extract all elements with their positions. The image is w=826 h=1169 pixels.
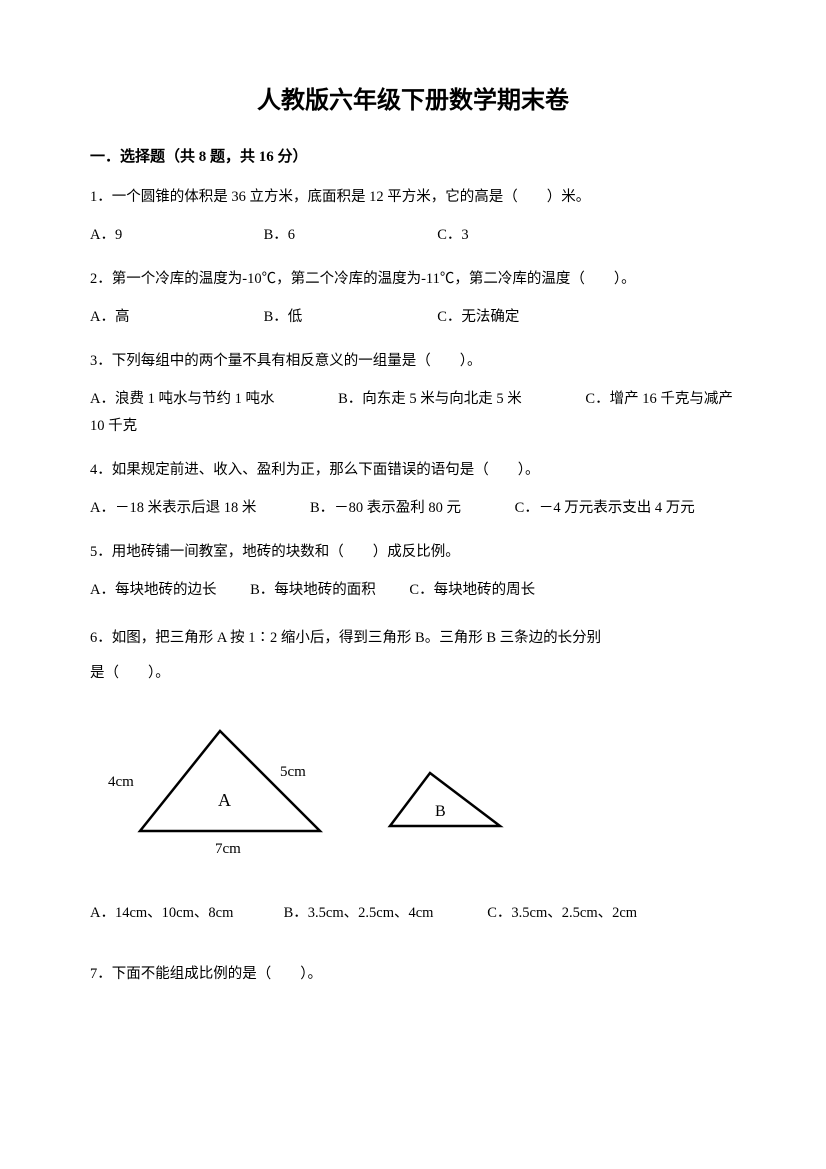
q3-text: 3．下列每组中的两个量不具有相反意义的一组量是（ ）。 [90,348,736,374]
question-2: 2．第一个冷库的温度为-10℃，第二个冷库的温度为-11℃，第二冷库的温度（ ）… [90,266,736,330]
q4-text: 4．如果规定前进、收入、盈利为正，那么下面错误的语句是（ ）。 [90,457,736,483]
q6-options: A．14cm、10cm、8cm B．3.5cm、2.5cm、4cm C．3.5c… [90,900,736,926]
triangle-b-wrap: B [380,761,510,845]
page-title: 人教版六年级下册数学期末卷 [90,80,736,115]
q3-options: A．浪费 1 吨水与节约 1 吨水 B．向东走 5 米与向北走 5 米 C．增产… [90,386,736,438]
q1-option-a: A．9 [90,222,260,248]
question-5: 5．用地砖铺一间教室，地砖的块数和（ ）成反比例。 A．每块地砖的边长 B．每块… [90,539,736,603]
question-1: 1．一个圆锥的体积是 36 立方米，底面积是 12 平方米，它的高是（ ）米。 … [90,184,736,248]
q6-option-c: C．3.5cm、2.5cm、2cm [487,900,637,926]
q2-option-b: B．低 [264,304,434,330]
triangle-a-right-label: 5cm [280,764,306,780]
q3-option-b: B．向东走 5 米与向北走 5 米 [338,391,522,407]
q7-text: 7．下面不能组成比例的是（ ）。 [90,961,736,987]
q2-option-c: C．无法确定 [437,304,519,330]
question-7: 7．下面不能组成比例的是（ ）。 [90,961,736,987]
triangle-a-svg: 4cm 5cm 7cm A [90,711,340,861]
q6-text-line2: 是（ ）。 [90,665,170,681]
q5-option-c: C．每块地砖的周长 [409,582,535,598]
q3-option-a: A．浪费 1 吨水与节约 1 吨水 [90,391,274,407]
q6-diagram: 4cm 5cm 7cm A B [90,711,736,870]
triangle-b-label: B [435,803,446,820]
q2-options: A．高 B．低 C．无法确定 [90,304,736,330]
q6-text-line1: 6．如图，把三角形 A 按 1∶2 缩小后，得到三角形 B。三角形 B 三条边的… [90,630,601,646]
q4-option-c: C．－4 万元表示支出 4 万元 [515,500,695,516]
q4-option-a: A．－18 米表示后退 18 米 [90,500,256,516]
triangle-b-svg: B [380,761,510,836]
q2-text: 2．第一个冷库的温度为-10℃，第二个冷库的温度为-11℃，第二冷库的温度（ ）… [90,266,736,292]
triangle-a-label: A [218,790,231,810]
triangle-a-shape [140,731,320,831]
q5-options: A．每块地砖的边长 B．每块地砖的面积 C．每块地砖的周长 [90,577,736,603]
q4-option-b: B．－80 表示盈利 80 元 [310,500,461,516]
question-4: 4．如果规定前进、收入、盈利为正，那么下面错误的语句是（ ）。 A．－18 米表… [90,457,736,521]
q5-option-b: B．每块地砖的面积 [250,582,376,598]
q1-option-b: B．6 [264,222,434,248]
question-6: 6．如图，把三角形 A 按 1∶2 缩小后，得到三角形 B。三角形 B 三条边的… [90,621,736,926]
q4-options: A．－18 米表示后退 18 米 B．－80 表示盈利 80 元 C．－4 万元… [90,495,736,521]
q5-text: 5．用地砖铺一间教室，地砖的块数和（ ）成反比例。 [90,539,736,565]
q2-option-a: A．高 [90,304,260,330]
section-header: 一．选择题（共 8 题，共 16 分） [90,145,736,166]
q1-option-c: C．3 [437,222,468,248]
q1-options: A．9 B．6 C．3 [90,222,736,248]
question-3: 3．下列每组中的两个量不具有相反意义的一组量是（ ）。 A．浪费 1 吨水与节约… [90,348,736,438]
q6-text: 6．如图，把三角形 A 按 1∶2 缩小后，得到三角形 B。三角形 B 三条边的… [90,621,736,691]
q1-text: 1．一个圆锥的体积是 36 立方米，底面积是 12 平方米，它的高是（ ）米。 [90,184,736,210]
q6-option-a: A．14cm、10cm、8cm [90,900,280,926]
q6-option-b: B．3.5cm、2.5cm、4cm [284,900,484,926]
triangle-a-left-label: 4cm [108,774,134,790]
triangle-a-wrap: 4cm 5cm 7cm A [90,711,340,870]
triangle-a-bottom-label: 7cm [215,841,241,857]
q5-option-a: A．每块地砖的边长 [90,582,216,598]
